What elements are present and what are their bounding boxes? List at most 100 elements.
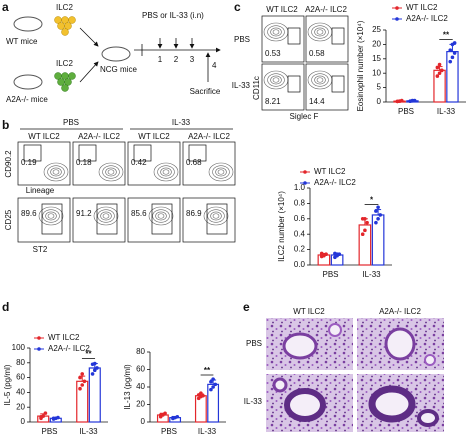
contour <box>43 162 69 182</box>
data-point <box>171 415 175 420</box>
row-label: PBS <box>234 35 250 44</box>
x-tick-label: PBS <box>161 427 177 436</box>
bar <box>76 380 89 423</box>
contour <box>316 29 324 35</box>
bar <box>88 367 101 423</box>
data-point <box>322 253 326 257</box>
y-tick-label: 80 <box>16 358 25 367</box>
data-point <box>209 379 213 384</box>
data-point <box>448 48 453 52</box>
bar <box>433 69 446 103</box>
data-point <box>363 228 367 233</box>
group-label: IL-33 <box>172 118 191 127</box>
mouse-icon <box>101 46 131 62</box>
panel-letter: c <box>234 0 241 14</box>
column-label: A2A-/- ILC2 <box>188 132 230 141</box>
contour <box>217 169 225 175</box>
data-point <box>437 62 442 67</box>
panel-b: b PBS IL-33 CD90.2 Lineage CD25 ST2 <box>2 118 233 254</box>
gate-value: 8.21 <box>265 97 281 106</box>
flow-plot <box>182 141 236 186</box>
y-tick-label: 0.0 <box>294 260 306 269</box>
data-point <box>435 74 440 78</box>
column-label: WT ILC2 <box>293 307 325 316</box>
gate <box>206 203 228 235</box>
flow-plot <box>127 197 181 243</box>
flow-plot <box>182 197 236 243</box>
y-tick-label: 0.2 <box>294 245 306 254</box>
cell-cluster <box>54 16 76 36</box>
significance-label: ** <box>85 350 92 359</box>
panel-e: e WT ILC2 A2A-/- ILC2 PBS IL-33 <box>243 300 444 432</box>
y-tick-label: 10 <box>372 68 381 77</box>
contour <box>98 162 124 182</box>
data-point <box>39 415 43 419</box>
cell-cluster <box>54 72 76 92</box>
flow-plot <box>72 197 126 243</box>
contour <box>107 169 115 175</box>
contour <box>157 165 175 179</box>
data-point <box>450 55 455 60</box>
gate-value: 91.2 <box>76 209 92 218</box>
y-tick-label: 20 <box>372 40 381 49</box>
y-tick-label: 40 <box>16 388 25 397</box>
contour <box>267 25 285 39</box>
contour <box>157 213 165 219</box>
data-point <box>437 71 442 75</box>
panel-letter: a <box>2 0 9 14</box>
legend-label: A2A-/- ILC2 <box>314 178 356 187</box>
data-point <box>211 377 215 381</box>
y-tick-label: 40 <box>136 382 145 391</box>
y-tick-label: 60 <box>16 373 25 382</box>
contour <box>208 162 234 182</box>
contour <box>100 211 112 221</box>
histology-image <box>357 374 444 432</box>
contour <box>47 165 65 179</box>
contour <box>272 77 280 83</box>
legend-marker <box>395 17 399 21</box>
data-point <box>56 415 60 420</box>
arrow <box>79 61 99 83</box>
data-point <box>78 375 82 380</box>
data-point <box>78 386 82 391</box>
data-point <box>374 220 378 225</box>
label: WT mice <box>6 37 38 46</box>
data-point <box>213 382 218 387</box>
gate-value: 0.53 <box>265 49 281 58</box>
day-label: 3 <box>190 55 195 64</box>
column-label: WT ILC2 <box>138 132 170 141</box>
label: A2A-/- mice <box>6 95 48 104</box>
contour <box>212 213 220 219</box>
data-point <box>199 391 203 395</box>
data-point <box>378 213 383 217</box>
gate <box>331 75 345 93</box>
data-point <box>439 68 444 73</box>
contour <box>212 165 230 179</box>
data-point <box>397 99 402 103</box>
y-tick-label: 15 <box>372 54 381 63</box>
axis-label: Siglec F <box>290 112 319 121</box>
data-point <box>360 232 365 236</box>
contour <box>267 73 285 87</box>
contour <box>47 213 55 219</box>
contour <box>314 75 326 85</box>
axis-label: CD90.2 <box>4 150 13 178</box>
y-tick-label: 100 <box>12 343 26 352</box>
gate <box>23 144 42 162</box>
data-point <box>163 411 167 416</box>
row-label: IL-33 <box>232 81 251 90</box>
x-tick-label: PBS <box>398 107 414 116</box>
data-point <box>80 383 85 387</box>
contour <box>152 209 170 223</box>
label: PBS or IL-33 (i.n) <box>142 11 204 20</box>
panel-letter: e <box>243 300 250 314</box>
y-tick-label: 60 <box>136 365 145 374</box>
mouse-icon <box>13 74 43 90</box>
legend-label: WT ILC2 <box>314 167 346 176</box>
contour <box>42 209 60 223</box>
gate-value: 0.58 <box>309 49 325 58</box>
y-axis-label: Eosinophil number (×10⁴) <box>356 20 365 111</box>
axis-label: CD25 <box>4 209 13 230</box>
legend-label: WT ILC2 <box>48 333 80 342</box>
